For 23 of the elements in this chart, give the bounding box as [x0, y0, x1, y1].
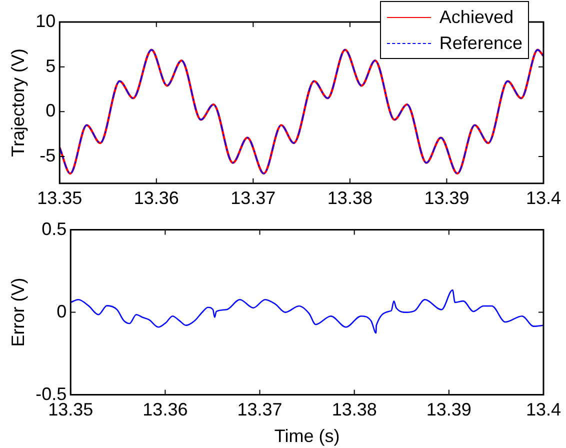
x-tick-label: 13.36: [134, 188, 179, 208]
x-tick-label: 13.38: [327, 188, 372, 208]
legend-label: Achieved: [439, 6, 514, 28]
legend-label: Reference: [439, 32, 522, 54]
y-axis-title: Error (V): [8, 278, 28, 347]
x-tick-label: 13.39: [426, 400, 472, 420]
x-axis-title: Time (s): [274, 426, 340, 446]
y-tick-label: 0: [56, 301, 67, 322]
x-tick-label: 13.4: [526, 400, 562, 420]
x-tick-label: 13.35: [37, 188, 82, 208]
line-series: [70, 289, 544, 334]
y-tick-label: -5: [40, 145, 56, 166]
x-tick-label: 13.38: [332, 400, 377, 420]
y-tick-label: 0: [46, 100, 56, 121]
x-tick-label: 13.37: [230, 188, 276, 208]
y-tick-label: 10: [36, 10, 56, 31]
x-tick-label: 13.39: [424, 188, 470, 208]
x-tick-label: 13.37: [237, 400, 282, 420]
y-axis-title: Trajectory (V): [8, 48, 28, 157]
x-tick-label: 13.36: [142, 400, 188, 420]
y-tick-label: 5: [46, 56, 56, 76]
y-tick-label: 0.5: [42, 218, 67, 239]
x-tick-label: 13.4: [526, 188, 562, 208]
